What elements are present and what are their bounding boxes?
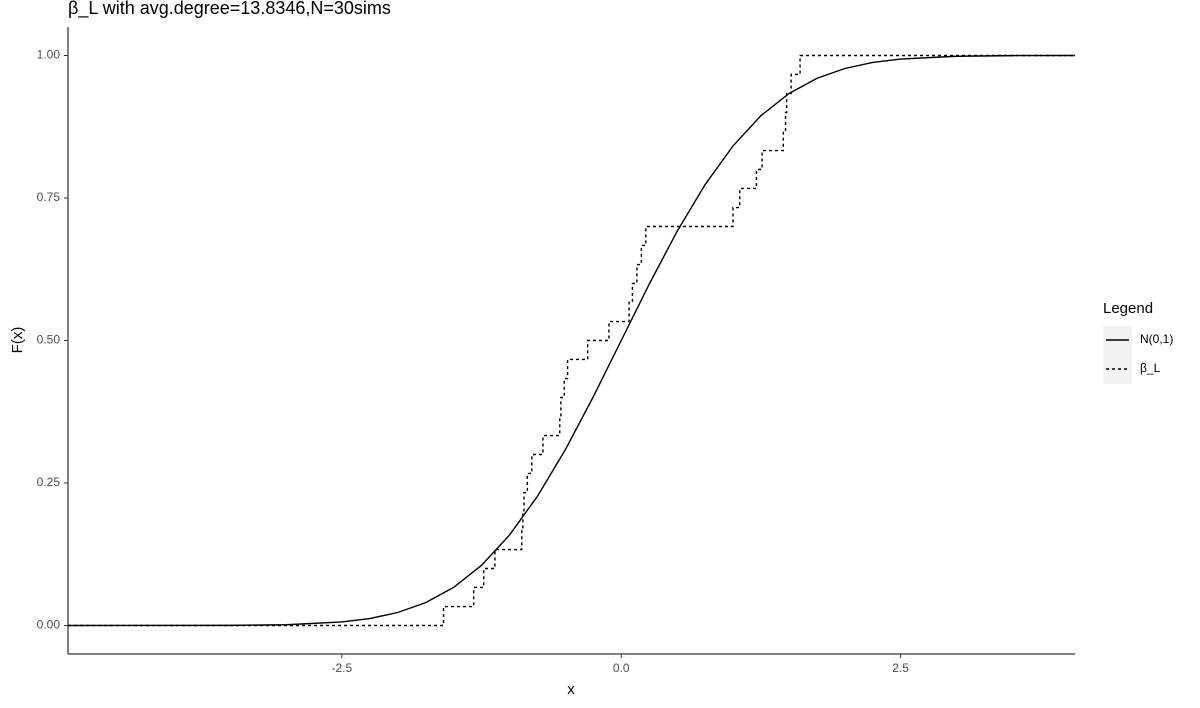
y-tick-label: 1.00 [37,48,61,62]
legend-title: Legend [1103,300,1153,317]
x-tick-label: -2.5 [331,661,352,675]
y-tick-label: 0.00 [37,618,61,632]
legend-label: N(0,1) [1140,332,1173,346]
chart-title: β_L with avg.degree=13.8346,N=30sims [68,0,391,19]
y-tick-label: 0.25 [37,475,61,489]
line-series [67,54,1076,627]
y-tick-label: 0.75 [37,190,61,204]
x-axis-label: x [567,681,575,698]
legend-label: β_L [1140,361,1161,375]
y-tick-label: 0.50 [37,333,61,347]
x-tick-label: 0.0 [613,661,630,675]
y-axis-label: F(x) [9,327,26,354]
x-tick-label: 2.5 [892,661,909,675]
line-series [68,54,1075,627]
